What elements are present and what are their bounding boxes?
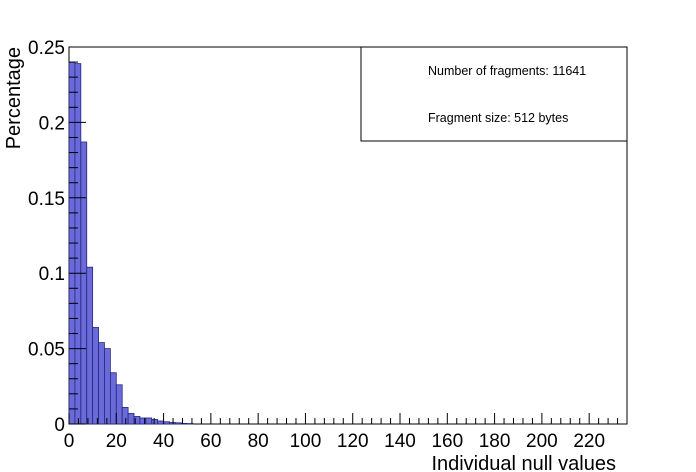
- y-axis-ticks: 0 0.05 0.1 0.15 0.2 0.25: [28, 38, 86, 436]
- histogram-bar: [127, 413, 135, 425]
- histogram-bar: [98, 342, 105, 425]
- x-tick-label: 40: [153, 431, 174, 452]
- y-tick-label: 0: [54, 415, 65, 436]
- histogram-bar: [74, 63, 82, 425]
- legend-fragments-count: Number of fragments: 11641: [428, 64, 586, 78]
- y-tick-label: 0.1: [39, 264, 65, 285]
- y-tick-label: 0.2: [39, 113, 65, 134]
- histogram-bar: [163, 421, 170, 425]
- y-tick-label: 0.25: [28, 38, 65, 59]
- x-tick-label: 60: [200, 431, 221, 452]
- legend-fragment-size: Fragment size: 512 bytes: [428, 111, 568, 125]
- histogram-bar: [151, 419, 159, 425]
- y-axis-title: Percentage: [3, 47, 25, 149]
- histogram-bar: [80, 141, 88, 425]
- histogram-bar: [169, 422, 176, 425]
- x-tick-label: 200: [526, 431, 558, 452]
- legend-box: Number of fragments: 11641 Fragment size…: [360, 46, 628, 142]
- histogram-bar: [115, 384, 123, 425]
- x-tick-label: 220: [573, 431, 605, 452]
- x-axis-ticks: 0 20 40 60 80 100 120 140 160 180 200 220: [64, 413, 628, 452]
- x-tick-label: 120: [337, 431, 369, 452]
- x-tick-label: 0: [64, 431, 75, 452]
- y-tick-label: 0.15: [28, 189, 65, 210]
- histogram-bar: [145, 417, 153, 425]
- y-tick-label: 0.05: [28, 340, 65, 361]
- x-axis-title: Individual null values: [431, 453, 616, 472]
- x-tick-label: 20: [106, 431, 127, 452]
- histogram-bar: [109, 372, 117, 425]
- x-tick-label: 180: [479, 431, 511, 452]
- x-tick-label: 100: [290, 431, 322, 452]
- histogram-bar: [86, 266, 94, 425]
- bars-group: [68, 61, 194, 425]
- histogram-bar: [157, 420, 164, 425]
- x-tick-label: 140: [384, 431, 416, 452]
- x-tick-label: 160: [431, 431, 463, 452]
- histogram-bar: [104, 348, 111, 425]
- histogram-bar: [174, 422, 182, 425]
- histogram-bar: [92, 327, 99, 425]
- x-tick-label: 80: [248, 431, 269, 452]
- histogram-bar: [121, 407, 129, 425]
